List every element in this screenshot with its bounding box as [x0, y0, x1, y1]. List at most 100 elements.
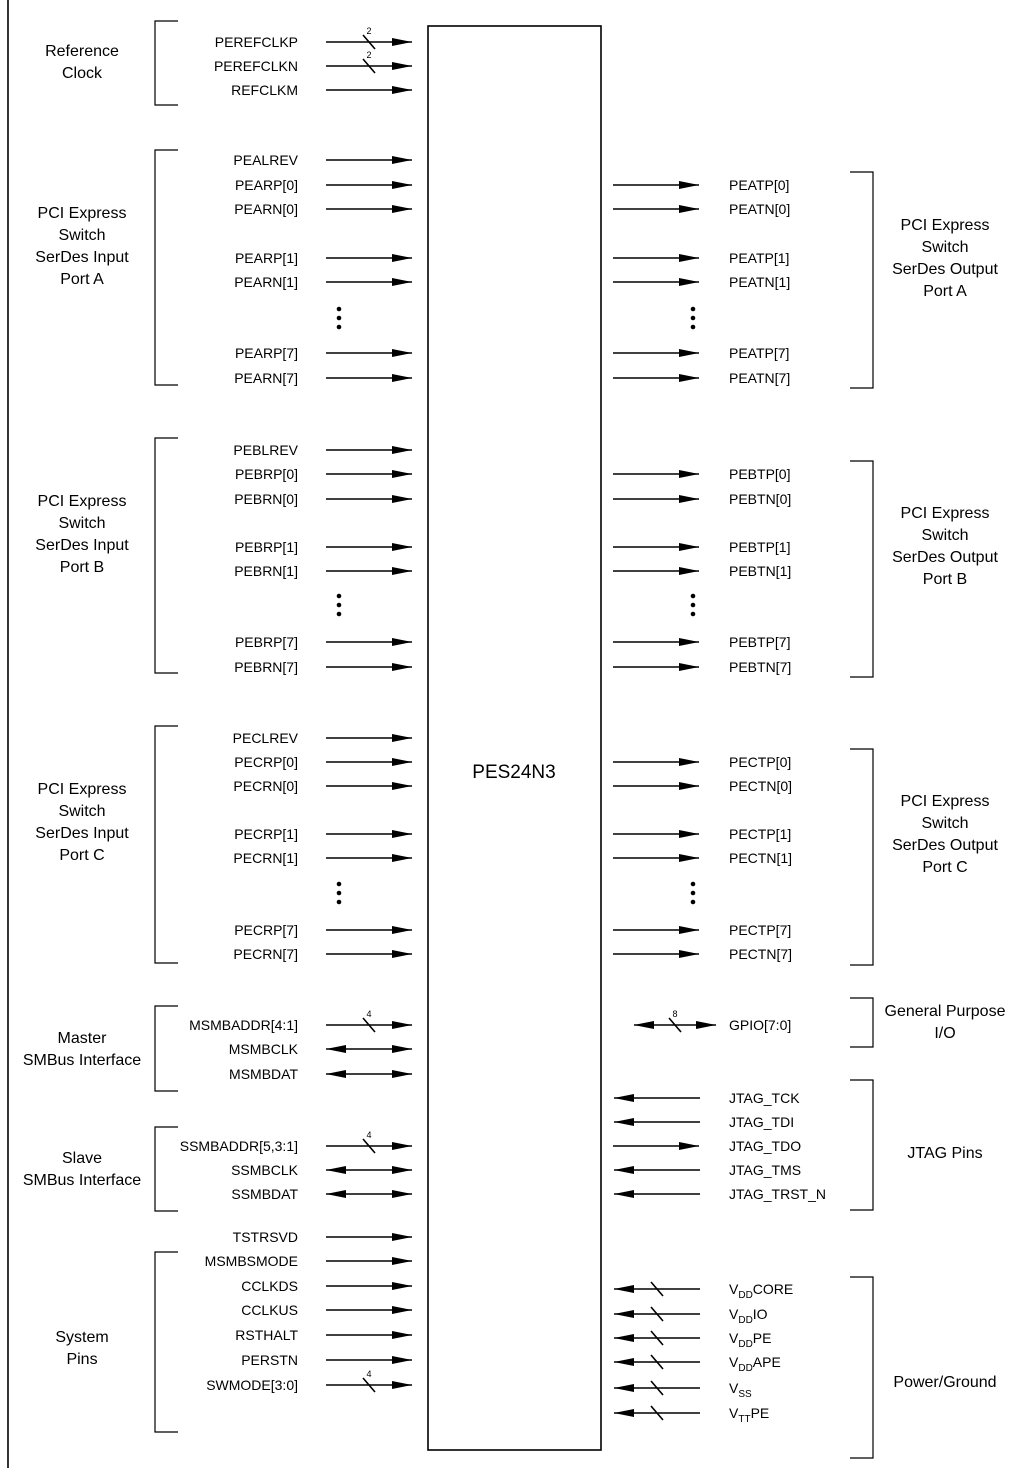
- pin-pebrp-1-label: PEBRP[1]: [235, 539, 298, 555]
- pin-pealrev-label: PEALREV: [233, 152, 298, 168]
- pin-vddpe-bus-tick: [650, 1330, 664, 1346]
- left-group-bracket: [154, 1251, 178, 1433]
- pin-vddpe-label: VDDPE: [729, 1330, 771, 1350]
- right-ellipsis-ellipsis-dot: [690, 324, 696, 330]
- right-group-label-line: PCI Express: [901, 217, 990, 234]
- pin-jtag-tdo-label: JTAG_TDO: [729, 1138, 801, 1154]
- left-ellipsis-ellipsis-dot: [336, 890, 342, 896]
- left-ellipsis-ellipsis-dot: [336, 306, 342, 312]
- right-group-label-line: JTAG Pins: [907, 1145, 982, 1162]
- pin-pectn-1-label: PECTN[1]: [729, 850, 792, 866]
- pin-jtag-tdi-label: JTAG_TDI: [729, 1114, 794, 1130]
- pin-pebrn-0-label: PEBRN[0]: [234, 491, 298, 507]
- left-group-label-line: System: [55, 1329, 108, 1346]
- pin-msmbaddr-4-1-bus-tick: [362, 1017, 376, 1033]
- pin-pecrn-1-label: PECRN[1]: [233, 850, 298, 866]
- right-group-label-line: Switch: [921, 239, 968, 256]
- right-ellipsis-ellipsis-dot: [690, 602, 696, 608]
- pin-vddcore-label: VDDCORE: [729, 1281, 793, 1301]
- left-ellipsis-ellipsis-dot: [336, 315, 342, 321]
- pin-ssmbaddr-5-3-1-label: SSMBADDR[5,3:1]: [180, 1138, 298, 1154]
- pin-vss-bus-tick: [650, 1380, 664, 1396]
- pin-vddape-label: VDDAPE: [729, 1354, 781, 1374]
- pin-perefclkp-label: PEREFCLKP: [215, 34, 298, 50]
- pin-pectp-1-label: PECTP[1]: [729, 826, 791, 842]
- pin-perefclkn-label: PEREFCLKN: [214, 58, 298, 74]
- right-ellipsis-ellipsis-dot: [690, 881, 696, 887]
- left-group-label-line: Switch: [58, 227, 105, 244]
- right-group-bracket: [850, 460, 874, 678]
- pin-msmbaddr-4-1-bus-width: 4: [366, 1009, 371, 1019]
- pin-vss-label: VSS: [729, 1380, 752, 1400]
- pin-pebtp-0-label: PEBTP[0]: [729, 466, 790, 482]
- pin-refclkm-label: REFCLKM: [231, 82, 298, 98]
- left-group-bracket: [154, 20, 178, 106]
- right-ellipsis-ellipsis-dot: [690, 890, 696, 896]
- pin-pecrn-7-label: PECRN[7]: [233, 946, 298, 962]
- left-group-bracket: [154, 437, 178, 674]
- pin-pectp-0-label: PECTP[0]: [729, 754, 791, 770]
- pin-perefclkp-bus-tick: [362, 34, 376, 50]
- right-group-label-line: SerDes Output: [892, 261, 998, 278]
- left-ellipsis-ellipsis-dot: [336, 602, 342, 608]
- right-group-bracket: [850, 997, 874, 1048]
- right-group-label-line: SerDes Output: [892, 549, 998, 566]
- pin-peblrev-label: PEBLREV: [233, 442, 298, 458]
- chip-name: PES24N3: [472, 762, 555, 783]
- right-group-bracket: [850, 1276, 874, 1459]
- pin-perstn-label: PERSTN: [241, 1352, 298, 1368]
- left-group-label-line: Port C: [59, 847, 104, 864]
- left-ellipsis-ellipsis-dot: [336, 324, 342, 330]
- right-group-label-line: SerDes Output: [892, 837, 998, 854]
- pin-swmode-3-0-bus-width: 4: [366, 1369, 371, 1379]
- pin-gpio-7-0-bus-width: 8: [672, 1009, 677, 1019]
- pin-perefclkn-bus-tick: [362, 58, 376, 74]
- left-group-label-line: Port B: [60, 559, 104, 576]
- right-group-bracket: [850, 171, 874, 389]
- left-group-bracket: [154, 1005, 178, 1092]
- chip-body: [427, 25, 602, 1451]
- pin-pearp-0-label: PEARP[0]: [235, 177, 298, 193]
- left-group-label-line: PCI Express: [38, 781, 127, 798]
- pin-pebtn-1-label: PEBTN[1]: [729, 563, 791, 579]
- left-group-label-line: SMBus Interface: [23, 1052, 141, 1069]
- pin-swmode-3-0-label: SWMODE[3:0]: [206, 1377, 298, 1393]
- left-group-label-line: Switch: [58, 515, 105, 532]
- left-group-bracket: [154, 725, 178, 964]
- pin-pebrp-7-label: PEBRP[7]: [235, 634, 298, 650]
- pin-pebtn-0-label: PEBTN[0]: [729, 491, 791, 507]
- left-ellipsis-ellipsis-dot: [336, 899, 342, 905]
- pin-pectp-7-label: PECTP[7]: [729, 922, 791, 938]
- right-group-label-line: Switch: [921, 815, 968, 832]
- left-group-label-line: Clock: [62, 65, 103, 82]
- right-group-label-line: Power/Ground: [893, 1374, 996, 1391]
- left-group-label-line: PCI Express: [38, 493, 127, 510]
- right-group-label-line: PCI Express: [901, 793, 990, 810]
- left-ellipsis-ellipsis-dot: [336, 881, 342, 887]
- left-group-label-line: Port A: [60, 271, 104, 288]
- pin-cclkds-label: CCLKDS: [241, 1278, 298, 1294]
- right-group-label-line: Port C: [922, 859, 967, 876]
- pin-pebrn-1-label: PEBRN[1]: [234, 563, 298, 579]
- pin-ssmbaddr-5-3-1-bus-tick: [362, 1138, 376, 1154]
- pin-cclkus-label: CCLKUS: [241, 1302, 298, 1318]
- pin-peatp-1-label: PEATP[1]: [729, 250, 789, 266]
- right-group-label-line: Port A: [923, 283, 967, 300]
- right-group-label-line: Port B: [923, 571, 967, 588]
- right-group-bracket: [850, 1079, 874, 1211]
- left-group-label-line: Reference: [45, 43, 119, 60]
- pin-perefclkn-bus-width: 2: [366, 50, 371, 60]
- left-group-bracket: [154, 1126, 178, 1212]
- right-ellipsis-ellipsis-dot: [690, 611, 696, 617]
- left-group-label-line: Switch: [58, 803, 105, 820]
- pin-pectn-0-label: PECTN[0]: [729, 778, 792, 794]
- pin-jtag-tms-label: JTAG_TMS: [729, 1162, 801, 1178]
- right-ellipsis-ellipsis-dot: [690, 593, 696, 599]
- pin-swmode-3-0-bus-tick: [362, 1377, 376, 1393]
- pin-gpio-7-0-label: GPIO[7:0]: [729, 1017, 791, 1033]
- right-group-label-line: Switch: [921, 527, 968, 544]
- left-group-label-line: SerDes Input: [35, 249, 129, 266]
- pin-peatn-0-label: PEATN[0]: [729, 201, 790, 217]
- pin-msmbsmode-label: MSMBSMODE: [205, 1253, 298, 1269]
